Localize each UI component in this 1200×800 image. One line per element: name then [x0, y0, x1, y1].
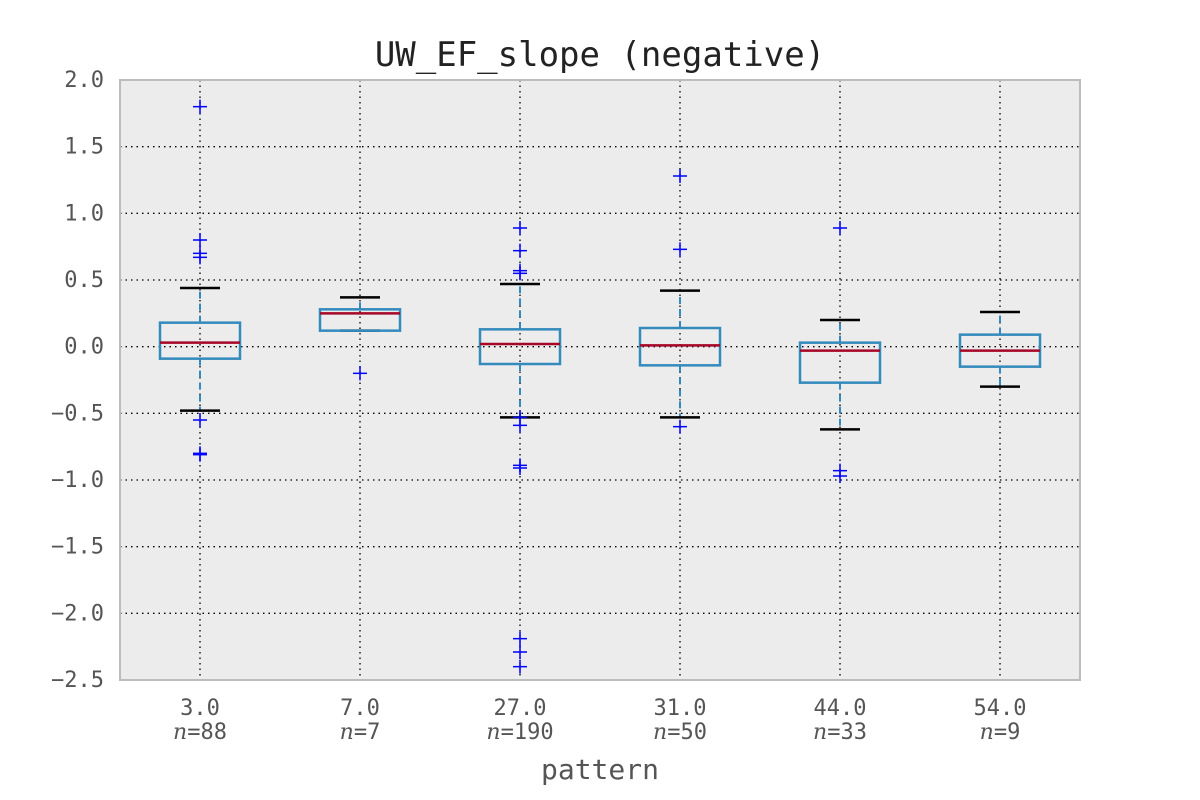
n-symbol: n: [813, 720, 827, 745]
outlier-point: [673, 169, 687, 183]
outlier-point: [193, 447, 207, 462]
iqr-box: [798, 341, 882, 384]
y-tick-label: 0.5: [64, 268, 104, 293]
n-symbol: n: [340, 720, 354, 745]
iqr-box: [638, 326, 722, 367]
outlier-point: [513, 221, 527, 235]
outlier-point: [513, 243, 527, 258]
chart-title: UW_EF_slope (negative): [375, 35, 825, 75]
iqr-box: [158, 321, 242, 360]
y-tick-label: −0.5: [51, 401, 104, 426]
outlier-point: [833, 221, 847, 235]
box-series: [158, 99, 1042, 674]
x-tick-label: 27.0: [494, 696, 547, 721]
n-count-value: =190: [501, 720, 554, 745]
plot-area: [120, 80, 1080, 680]
y-tick-label: 1.0: [64, 201, 104, 226]
y-tick-label: 2.0: [64, 68, 104, 93]
outlier-point: [833, 469, 847, 483]
outlier-point: [353, 366, 367, 381]
outlier-point: [513, 631, 527, 646]
box-group: [638, 169, 722, 434]
y-tick-label: −2.5: [51, 668, 104, 693]
n-count-label: n=9: [980, 720, 1021, 745]
outlier-point: [193, 250, 207, 265]
n-count-label: n=190: [486, 720, 553, 745]
y-tick-label: −1.0: [51, 468, 104, 493]
box-group: [318, 296, 402, 381]
n-count-label: n=50: [653, 720, 707, 745]
x-tick-label: 54.0: [974, 696, 1027, 721]
n-count-value: =88: [187, 720, 227, 745]
box-group: [958, 310, 1042, 388]
n-count-value: =9: [994, 720, 1021, 745]
outlier-point: [673, 242, 687, 257]
n-symbol: n: [486, 720, 500, 745]
outlier-point: [673, 419, 687, 434]
outlier-point: [513, 461, 527, 475]
n-count-value: =33: [827, 720, 867, 745]
outlier-point: [193, 99, 207, 114]
x-tick-label: 44.0: [814, 696, 867, 721]
y-axis-ticks: 2.0 1.5 1.0 0.5 0.0 −0.5 −1.0 −1.5 −2.0 −2.5: [51, 68, 104, 693]
plot-frame: [119, 79, 1081, 681]
y-tick-label: 1.5: [64, 135, 104, 160]
outlier-point: [513, 645, 527, 659]
y-tick-label: −1.5: [51, 535, 104, 560]
box-group: [158, 99, 242, 462]
n-count-label: n=88: [173, 720, 227, 745]
outlier-point: [513, 266, 527, 281]
outlier-point: [193, 413, 207, 427]
n-count-label: n=7: [340, 720, 381, 745]
outlier-point: [513, 659, 527, 674]
y-tick-label: −2.0: [51, 601, 104, 626]
n-symbol: n: [173, 720, 187, 745]
n-symbol: n: [980, 720, 994, 745]
x-tick-label: 7.0: [340, 696, 380, 721]
iqr-box: [318, 308, 402, 332]
box-group: [798, 221, 882, 483]
box-group: [478, 221, 562, 674]
n-count-value: =7: [354, 720, 381, 745]
x-axis-ticks: 3.0n=887.0n=727.0n=19031.0n=5044.0n=3354…: [173, 696, 1026, 745]
n-count-label: n=33: [813, 720, 867, 745]
iqr-box: [478, 328, 562, 366]
x-tick-label: 31.0: [654, 696, 707, 721]
outlier-point: [513, 410, 527, 425]
outlier-point: [193, 233, 207, 247]
y-tick-label: 0.0: [64, 335, 104, 360]
n-count-value: =50: [667, 720, 707, 745]
x-tick-label: 3.0: [180, 696, 220, 721]
x-axis-label: pattern: [541, 753, 659, 786]
n-symbol: n: [653, 720, 667, 745]
